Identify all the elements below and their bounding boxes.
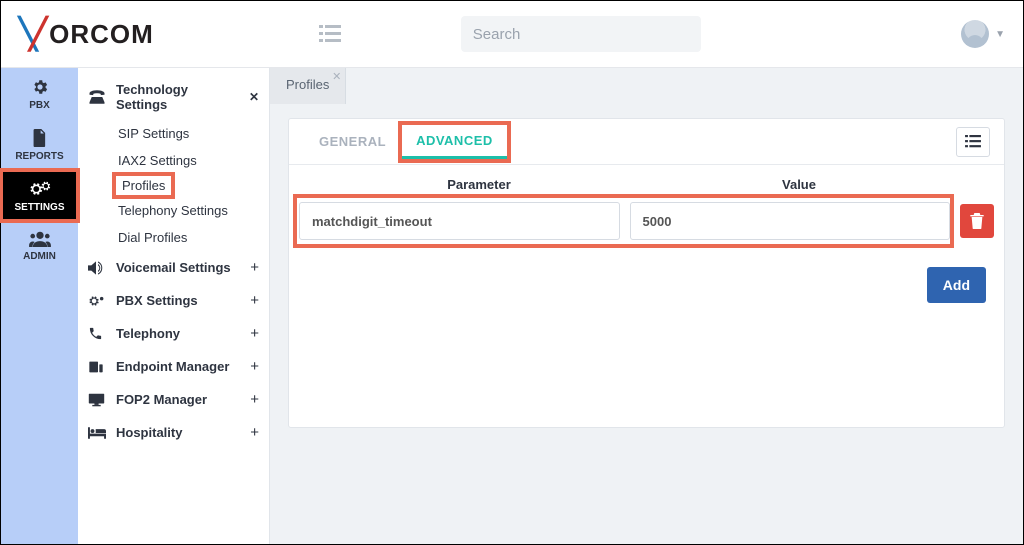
add-button-label: Add <box>943 277 970 293</box>
profiles-card: GENERAL ADVANCED Parameter Value <box>288 118 1005 428</box>
content-tab-label: Profiles <box>286 77 329 92</box>
add-button[interactable]: Add <box>927 267 986 303</box>
content-tab-profiles[interactable]: Profiles ✕ <box>270 68 346 104</box>
expand-icon[interactable]: + <box>250 424 259 441</box>
tab-general[interactable]: GENERAL <box>303 124 402 159</box>
value-input[interactable] <box>630 202 951 240</box>
gears-icon <box>29 180 51 198</box>
card-tabs: GENERAL ADVANCED <box>289 119 1004 165</box>
nav-rail: PBX REPORTS SETTINGS ADMIN <box>1 68 78 544</box>
delete-button[interactable] <box>960 204 994 238</box>
expand-icon[interactable]: + <box>250 259 259 276</box>
parameter-row <box>289 200 1004 242</box>
rail-label: PBX <box>29 100 50 111</box>
list-view-button[interactable] <box>956 127 990 157</box>
bed-icon <box>88 427 106 439</box>
tab-general-label: GENERAL <box>319 134 386 149</box>
avatar <box>961 20 989 48</box>
sidebar-group-label: PBX Settings <box>116 293 198 308</box>
close-icon[interactable]: ✕ <box>332 70 341 83</box>
sidebar-group-endpoint[interactable]: Endpoint Manager + <box>78 350 269 383</box>
expand-icon[interactable]: + <box>250 391 259 408</box>
brand-name: ORCOM <box>49 19 154 50</box>
sidebar-item-profiles[interactable]: Profiles <box>114 174 173 197</box>
sidebar-item-dial-profiles[interactable]: Dial Profiles <box>78 224 269 251</box>
tab-advanced-label: ADVANCED <box>416 133 493 148</box>
parameter-input[interactable] <box>299 202 620 240</box>
sidebar-group-label: Technology Settings <box>116 82 237 112</box>
rail-label: ADMIN <box>23 251 56 262</box>
gear-icon <box>31 78 49 96</box>
users-icon <box>29 231 51 247</box>
rail-item-settings[interactable]: SETTINGS <box>1 170 78 221</box>
sidebar-group-voicemail[interactable]: Voicemail Settings + <box>78 251 269 284</box>
sidebar-item-telephony-settings[interactable]: Telephony Settings <box>78 197 269 224</box>
sidebar-group-telephony[interactable]: Telephony + <box>78 317 269 350</box>
trash-icon <box>970 213 984 229</box>
user-menu[interactable]: ▼ <box>961 20 1005 48</box>
brand-logo: ╲╱ ORCOM <box>19 17 154 52</box>
sidebar-group-fop2[interactable]: FOP2 Manager + <box>78 383 269 416</box>
main-area: Profiles ✕ GENERAL ADVANCED Parameter Va… <box>270 68 1023 544</box>
search-input[interactable]: Search <box>461 16 701 52</box>
tab-advanced[interactable]: ADVANCED <box>402 125 507 159</box>
rail-item-admin[interactable]: ADMIN <box>1 221 78 270</box>
chevron-down-icon: ▼ <box>995 29 1005 40</box>
rail-item-reports[interactable]: REPORTS <box>1 119 78 170</box>
col-value: Value <box>649 177 949 192</box>
brand-mark: ╲╱ <box>19 17 45 52</box>
content-tabs: Profiles ✕ <box>270 68 1023 104</box>
sidebar-group-label: Telephony <box>116 326 180 341</box>
sidebar-item-sip[interactable]: SIP Settings <box>78 120 269 147</box>
list-view-icon[interactable] <box>319 25 341 43</box>
expand-icon[interactable]: + <box>250 325 259 342</box>
expand-icon[interactable]: + <box>250 358 259 375</box>
expand-icon[interactable]: + <box>250 292 259 309</box>
sidebar-group-hospitality[interactable]: Hospitality + <box>78 416 269 449</box>
sidebar-group-pbx[interactable]: PBX Settings + <box>78 284 269 317</box>
sidebar-group-label: FOP2 Manager <box>116 392 207 407</box>
sidebar-item-iax2[interactable]: IAX2 Settings <box>78 147 269 174</box>
col-parameter: Parameter <box>329 177 629 192</box>
monitor-icon <box>88 393 106 407</box>
volume-icon <box>88 261 106 275</box>
rail-item-pbx[interactable]: PBX <box>1 68 78 119</box>
sidebar-group-label: Hospitality <box>116 425 182 440</box>
table-header: Parameter Value <box>289 165 1004 200</box>
gears-icon <box>88 294 106 308</box>
rail-label: REPORTS <box>15 151 63 162</box>
sidebar-group-technology[interactable]: Technology Settings ✕ <box>78 74 269 120</box>
phone-icon <box>88 326 106 341</box>
top-bar: ╲╱ ORCOM Search ▼ <box>1 1 1023 68</box>
close-icon[interactable]: ✕ <box>249 90 259 104</box>
document-icon <box>32 129 48 147</box>
sidebar-group-label: Voicemail Settings <box>116 260 231 275</box>
rail-label: SETTINGS <box>14 202 64 213</box>
settings-sidebar: Technology Settings ✕ SIP Settings IAX2 … <box>78 68 270 544</box>
sidebar-group-label: Endpoint Manager <box>116 359 229 374</box>
device-icon <box>88 360 106 374</box>
search-placeholder: Search <box>473 26 521 43</box>
phone-classic-icon <box>88 90 106 104</box>
